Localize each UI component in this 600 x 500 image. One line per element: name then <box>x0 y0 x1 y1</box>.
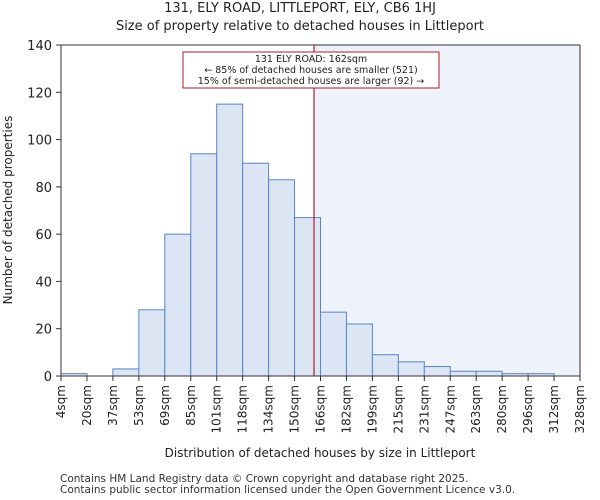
x-tick-label: 296sqm <box>521 385 535 433</box>
bar-134sqm <box>268 179 296 377</box>
x-tick-label: 312sqm <box>547 385 561 433</box>
bar-182sqm <box>345 323 373 377</box>
bar-247sqm <box>449 370 477 377</box>
y-tick-label: 120 <box>27 86 52 101</box>
bar-118sqm <box>242 162 270 377</box>
footer-line-1: Contains HM Land Registry data © Crown c… <box>60 473 469 485</box>
bar-215sqm <box>397 361 425 377</box>
annotation-line-1: 131 ELY ROAD: 162sqm <box>255 54 367 65</box>
y-tick-label: 100 <box>27 134 52 149</box>
annotation-line-3: 15% of semi-detached houses are larger (… <box>198 76 425 87</box>
y-tick-label: 0 <box>44 370 52 385</box>
x-axis-label: Distribution of detached houses by size … <box>165 446 476 460</box>
x-tick-label: 20sqm <box>80 385 94 426</box>
y-tick-label: 80 <box>35 181 52 196</box>
x-tick-label: 134sqm <box>262 385 276 433</box>
x-tick-label: 37sqm <box>106 385 120 426</box>
x-tick-label: 53sqm <box>132 385 146 426</box>
x-tick-label: 263sqm <box>469 385 483 433</box>
x-tick-label: 101sqm <box>210 385 224 433</box>
bar-85sqm <box>190 153 218 377</box>
footer-line-2: Contains public sector information licen… <box>60 484 516 496</box>
x-tick-label: 166sqm <box>314 385 328 433</box>
chart-subtitle: Size of property relative to detached ho… <box>115 19 485 34</box>
bar-231sqm <box>423 366 451 377</box>
x-tick-label: 69sqm <box>158 385 172 426</box>
bar-69sqm <box>164 233 192 377</box>
chart-title: 131, ELY ROAD, LITTLEPORT, ELY, CB6 1HJ <box>164 1 436 16</box>
y-tick-label: 140 <box>27 39 52 54</box>
bar-166sqm <box>320 311 347 377</box>
x-tick-label: 328sqm <box>573 385 587 433</box>
y-tick-label: 40 <box>35 275 52 290</box>
x-tick-label: 199sqm <box>365 385 379 433</box>
bar-37sqm <box>112 368 140 377</box>
x-tick-label: 247sqm <box>443 385 457 433</box>
x-tick-label: 4sqm <box>54 385 68 418</box>
bar-53sqm <box>138 309 166 377</box>
annotation-line-2: ← 85% of detached houses are smaller (52… <box>204 65 417 76</box>
x-tick-label: 231sqm <box>417 385 431 433</box>
annotation-box: 131 ELY ROAD: 162sqm ← 85% of detached h… <box>182 51 440 89</box>
bar-101sqm <box>216 103 244 377</box>
bar-150sqm <box>294 217 321 377</box>
highlight-region <box>314 45 580 376</box>
x-tick-label: 215sqm <box>391 385 405 433</box>
x-tick-label: 150sqm <box>288 385 302 433</box>
x-tick-label: 280sqm <box>495 385 509 433</box>
y-axis-label: Number of detached properties <box>1 116 15 305</box>
x-tick-label: 182sqm <box>339 385 353 433</box>
bar-199sqm <box>371 354 399 377</box>
y-tick-label: 60 <box>35 228 52 243</box>
x-tick-label: 85sqm <box>184 385 198 426</box>
y-tick-label: 20 <box>35 323 52 338</box>
x-tick-label: 118sqm <box>236 385 250 433</box>
bar-263sqm <box>475 370 503 377</box>
